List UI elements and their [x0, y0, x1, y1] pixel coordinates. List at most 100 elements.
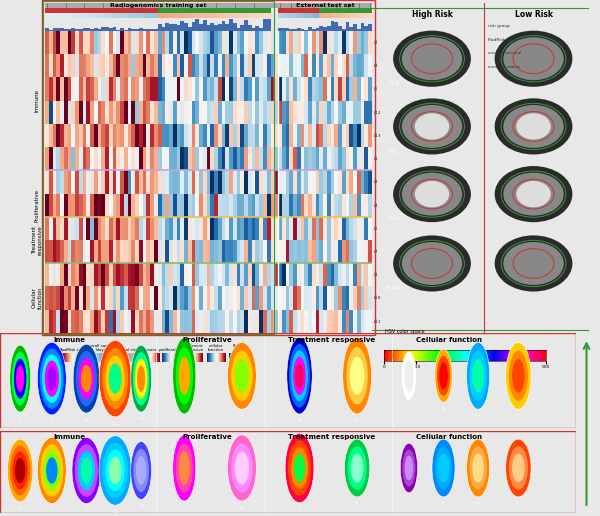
- Ellipse shape: [467, 439, 490, 497]
- Bar: [214, 13, 218, 18]
- Bar: [256, 13, 259, 18]
- Text: treatment
responsive: treatment responsive: [183, 344, 204, 352]
- Ellipse shape: [106, 356, 125, 401]
- Bar: [357, 29, 361, 31]
- Ellipse shape: [516, 113, 551, 140]
- Bar: [173, 24, 176, 31]
- Bar: [45, 13, 49, 18]
- Ellipse shape: [288, 440, 311, 496]
- Bar: [86, 28, 90, 31]
- Bar: [161, 13, 165, 18]
- Bar: [252, 28, 256, 31]
- Bar: [203, 20, 206, 31]
- Bar: [278, 27, 282, 31]
- Bar: [83, 28, 86, 31]
- Bar: [361, 13, 364, 18]
- Ellipse shape: [509, 446, 528, 490]
- Text: Radiogenomics training set: Radiogenomics training set: [110, 3, 206, 8]
- Bar: [53, 13, 56, 18]
- Bar: [256, 26, 259, 31]
- Text: risk group: risk group: [488, 24, 510, 28]
- Text: Immune: Immune: [53, 336, 85, 343]
- Bar: [56, 28, 60, 31]
- Ellipse shape: [102, 348, 128, 409]
- Text: T1c: T1c: [389, 149, 399, 154]
- Ellipse shape: [512, 359, 525, 393]
- Ellipse shape: [439, 362, 448, 389]
- Bar: [218, 13, 221, 18]
- Bar: [109, 28, 113, 31]
- Bar: [353, 24, 357, 31]
- Text: $f_{10}$: $f_{10}$: [475, 500, 482, 507]
- Bar: [241, 13, 244, 18]
- Bar: [105, 13, 109, 18]
- Text: RadRisk score: RadRisk score: [488, 38, 518, 42]
- Bar: [312, 28, 316, 31]
- Text: $f_{12}$: $f_{12}$: [373, 108, 381, 117]
- Bar: [334, 22, 338, 31]
- Text: Treatment responsive: Treatment responsive: [287, 433, 375, 440]
- Bar: [226, 13, 229, 18]
- Bar: [191, 22, 196, 31]
- Bar: [282, 28, 286, 31]
- Bar: [71, 13, 75, 18]
- Text: Treatment responsive: Treatment responsive: [287, 336, 375, 343]
- Bar: [308, 27, 312, 31]
- Bar: [319, 26, 323, 31]
- Ellipse shape: [46, 457, 58, 483]
- Bar: [233, 13, 236, 18]
- Bar: [331, 21, 334, 31]
- Bar: [244, 21, 248, 31]
- Bar: [45, 31, 372, 170]
- Ellipse shape: [231, 443, 253, 493]
- Ellipse shape: [136, 456, 146, 485]
- Ellipse shape: [10, 345, 31, 412]
- Text: $f_{2}$: $f_{2}$: [17, 505, 23, 512]
- Ellipse shape: [15, 458, 25, 483]
- Ellipse shape: [494, 235, 572, 292]
- Text: $f_{5}$: $f_{5}$: [373, 85, 379, 93]
- Bar: [45, 28, 49, 31]
- Text: $f_{11}$: $f_{11}$: [515, 412, 522, 420]
- Bar: [206, 25, 211, 31]
- Bar: [120, 353, 135, 362]
- Ellipse shape: [179, 452, 190, 485]
- Bar: [331, 13, 334, 18]
- Text: $f_{12}$: $f_{12}$: [112, 509, 119, 516]
- Bar: [169, 24, 173, 31]
- Bar: [49, 13, 53, 18]
- Bar: [346, 22, 349, 31]
- Ellipse shape: [472, 359, 484, 393]
- Ellipse shape: [467, 343, 490, 409]
- Bar: [221, 13, 226, 18]
- Ellipse shape: [437, 356, 450, 396]
- Bar: [346, 13, 349, 18]
- Ellipse shape: [76, 351, 97, 406]
- Text: survival status: survival status: [113, 348, 142, 352]
- Ellipse shape: [393, 235, 471, 292]
- Bar: [139, 13, 143, 18]
- Bar: [124, 13, 128, 18]
- Bar: [64, 13, 68, 18]
- Text: overall survival
(days): overall survival (days): [86, 344, 116, 352]
- Ellipse shape: [469, 351, 487, 401]
- Text: $f_{5}$: $f_{5}$: [84, 416, 89, 424]
- Text: Proliferative: Proliferative: [182, 336, 232, 343]
- Bar: [248, 13, 252, 18]
- Ellipse shape: [472, 454, 484, 482]
- Bar: [293, 13, 297, 18]
- Bar: [161, 27, 165, 31]
- Text: Low Risk: Low Risk: [515, 10, 553, 19]
- Text: Cellular
function: Cellular function: [32, 287, 43, 309]
- Bar: [199, 13, 203, 18]
- Ellipse shape: [294, 454, 305, 482]
- Bar: [286, 13, 289, 18]
- Text: $f_{6}$: $f_{6}$: [355, 500, 360, 507]
- Ellipse shape: [347, 446, 367, 490]
- Bar: [327, 25, 331, 31]
- Ellipse shape: [72, 438, 101, 504]
- Bar: [349, 13, 353, 18]
- Bar: [233, 23, 236, 31]
- Bar: [154, 13, 158, 18]
- Bar: [301, 13, 304, 18]
